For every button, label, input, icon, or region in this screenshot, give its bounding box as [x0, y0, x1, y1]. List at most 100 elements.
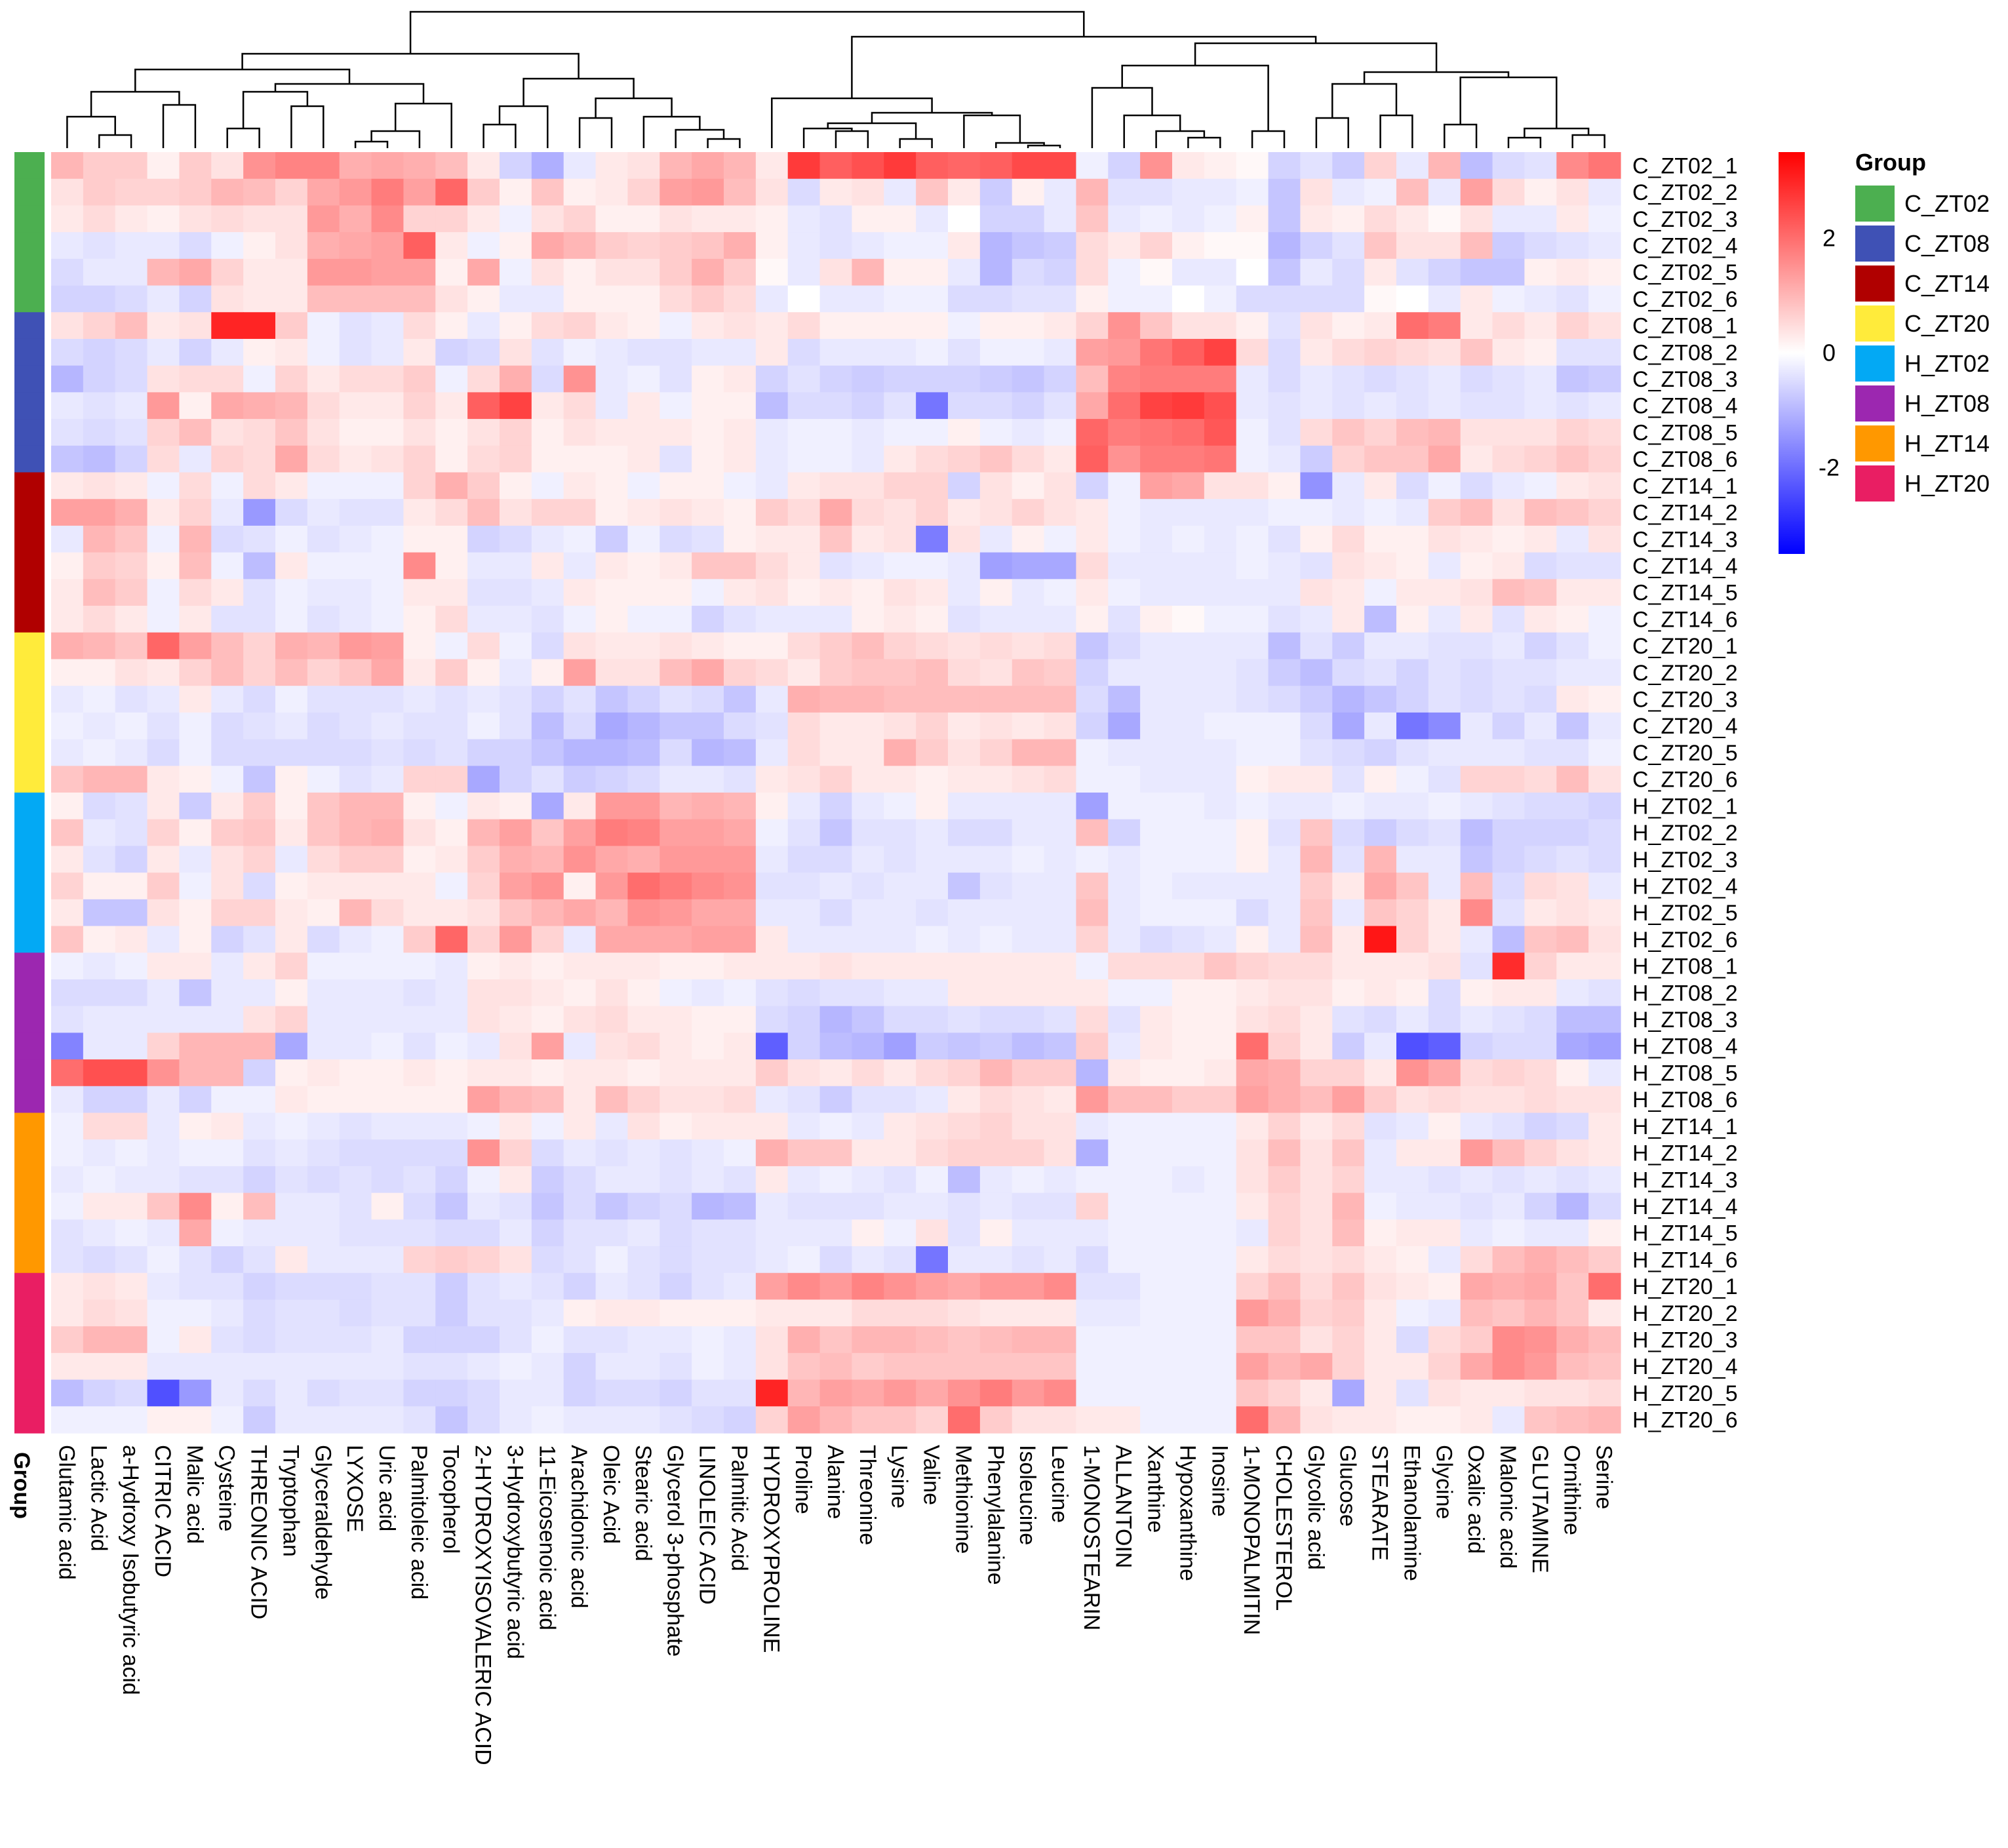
heatmap-cell [179, 1299, 212, 1327]
heatmap-cell [1556, 899, 1589, 927]
heatmap-cell [371, 472, 404, 500]
heatmap-cell [275, 793, 308, 820]
heatmap-cell [115, 926, 148, 953]
heatmap-cell [1076, 419, 1109, 446]
heatmap-cell [1012, 846, 1045, 873]
heatmap-cell [627, 1059, 660, 1087]
heatmap-cell [563, 819, 597, 847]
heatmap-cell [1204, 632, 1237, 660]
heatmap-cell [1236, 1032, 1269, 1060]
heatmap-cell [563, 1379, 597, 1407]
heatmap-cell [467, 793, 500, 820]
heatmap-cell [500, 926, 532, 953]
heatmap-cell [1588, 525, 1621, 553]
heatmap-cell [1460, 312, 1493, 340]
heatmap-cell [1332, 766, 1365, 793]
heatmap-cell [1364, 338, 1397, 366]
heatmap-cell [1012, 205, 1045, 233]
heatmap-cell [51, 739, 84, 766]
heatmap-cell [1140, 873, 1173, 900]
heatmap-cell [467, 1219, 500, 1247]
heatmap-cell [595, 258, 629, 286]
heatmap-cell [1364, 1272, 1397, 1301]
heatmap-cell [1396, 686, 1429, 713]
heatmap-cell [1556, 365, 1589, 393]
heatmap-cell [371, 1166, 404, 1194]
heatmap-cell [884, 1166, 916, 1194]
heatmap-cell [627, 846, 660, 873]
heatmap-cell [916, 766, 949, 793]
row-label: C_ZT20_5 [1632, 741, 1738, 766]
heatmap-cell [147, 712, 180, 740]
heatmap-cell [307, 766, 340, 793]
heatmap-cell [371, 1219, 404, 1247]
heatmap-cell [211, 1166, 244, 1194]
heatmap-cell [83, 899, 116, 927]
heatmap-cell [1332, 178, 1365, 206]
heatmap-cell [916, 979, 949, 1007]
heatmap-cell [531, 579, 564, 606]
heatmap-cell [1556, 472, 1589, 500]
heatmap-cell [948, 926, 981, 953]
heatmap-cell [852, 1219, 884, 1247]
heatmap-cell [531, 873, 564, 900]
heatmap-cell [1396, 1219, 1429, 1247]
heatmap-cell [755, 766, 789, 793]
heatmap-cell [1300, 659, 1333, 686]
heatmap-cell [1108, 1326, 1141, 1354]
heatmap-cell [147, 686, 180, 713]
heatmap-cell [659, 873, 692, 900]
heatmap-cell [1300, 1006, 1333, 1033]
row-label: H_ZT08_4 [1632, 1034, 1738, 1059]
heatmap-cell [1108, 472, 1141, 500]
heatmap-cell [531, 1112, 564, 1140]
heatmap-cell [1236, 926, 1269, 953]
heatmap-cell [755, 205, 789, 233]
heatmap-cell [83, 338, 116, 366]
heatmap-cell [1332, 686, 1365, 713]
heatmap-cell [500, 312, 532, 340]
heatmap-cell [1268, 1352, 1301, 1381]
heatmap-cell [179, 712, 212, 740]
heatmap-cell [500, 1006, 532, 1033]
heatmap-cell [1524, 846, 1557, 873]
heatmap-cell [1268, 819, 1301, 847]
heatmap-cell [371, 258, 404, 286]
heatmap-cell [916, 152, 949, 180]
heatmap-cell [371, 1246, 404, 1274]
heatmap-cell [787, 1299, 821, 1327]
heatmap-cell [371, 1352, 404, 1381]
heatmap-cell [1396, 979, 1429, 1007]
heatmap-cell [115, 1272, 148, 1301]
heatmap-cell [371, 819, 404, 847]
heatmap-cell [884, 926, 916, 953]
heatmap-cell [755, 1166, 789, 1194]
heatmap-cell [531, 205, 564, 233]
heatmap-cell [1524, 606, 1557, 633]
heatmap-cell [1428, 899, 1461, 927]
heatmap-cell [115, 312, 148, 340]
heatmap-cell [724, 258, 757, 286]
heatmap-cell [1524, 152, 1557, 180]
heatmap-cell [147, 205, 180, 233]
heatmap-cell [1108, 819, 1141, 847]
heatmap-cell [916, 793, 949, 820]
heatmap-cell [435, 205, 468, 233]
heatmap-cell [467, 205, 500, 233]
heatmap-cell [724, 1352, 757, 1381]
group-annotation-cell [14, 552, 45, 580]
heatmap-cell [1396, 552, 1429, 580]
heatmap-cell [1300, 1219, 1333, 1247]
dendrogram-branch [1507, 136, 1542, 148]
heatmap-cell [1332, 1086, 1365, 1114]
heatmap-cell [979, 606, 1013, 633]
heatmap-cell [852, 606, 884, 633]
heatmap-cell [307, 1192, 340, 1220]
heatmap-cell [948, 712, 981, 740]
heatmap-cell [819, 632, 853, 660]
heatmap-cell [339, 1326, 372, 1354]
row-label: H_ZT08_2 [1632, 981, 1738, 1006]
heatmap-cell [1460, 1139, 1493, 1167]
heatmap-cell [1364, 1006, 1397, 1033]
heatmap-cell [819, 712, 853, 740]
